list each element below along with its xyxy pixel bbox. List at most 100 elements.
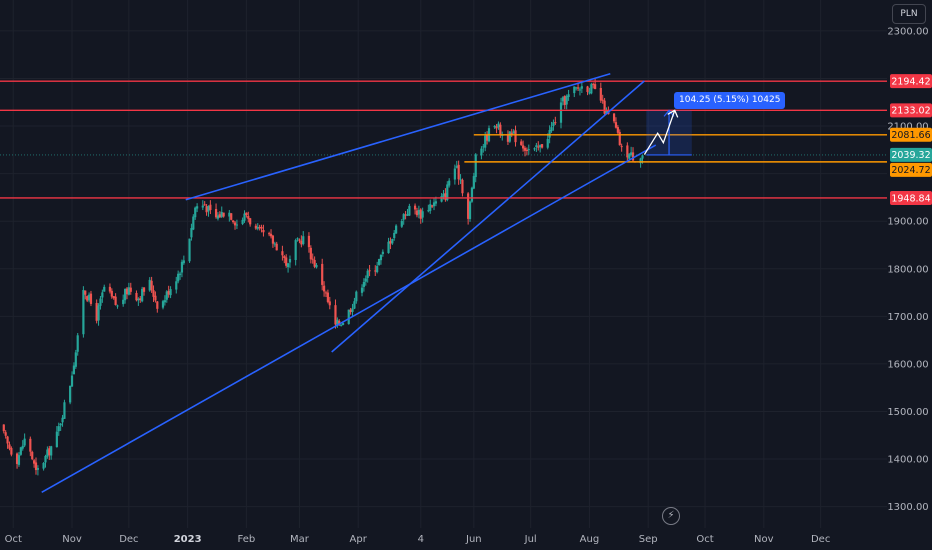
candle-body: [58, 426, 60, 431]
candle-body: [29, 439, 31, 452]
candle-body: [315, 265, 317, 267]
candle-body: [196, 206, 198, 208]
candle-body: [276, 244, 278, 251]
candle-body: [209, 205, 211, 210]
candle-body: [594, 84, 596, 89]
candle-body: [401, 221, 403, 227]
candle-body: [380, 255, 382, 260]
candle-body: [619, 132, 621, 145]
candle-body: [126, 289, 128, 295]
candle-body: [116, 305, 118, 306]
lightning-bolt-icon[interactable]: ⚡: [662, 507, 680, 525]
candle-body: [188, 239, 190, 262]
x-tick-label: Dec: [811, 534, 830, 545]
candle-body: [484, 136, 486, 148]
candle-body: [522, 145, 524, 148]
candle-body: [513, 131, 515, 133]
candle-body: [90, 294, 92, 304]
candle-body: [418, 210, 420, 215]
candle-body: [99, 299, 101, 306]
candle-body: [302, 236, 304, 244]
candle-body: [97, 305, 99, 320]
x-tick-label: Nov: [754, 534, 774, 545]
candle-body: [152, 290, 154, 297]
candle-body: [459, 179, 461, 180]
candle-body: [3, 425, 5, 432]
candle-body: [340, 325, 342, 326]
candle-body: [219, 214, 221, 217]
candle-body: [342, 323, 344, 325]
candle-body: [247, 216, 249, 219]
x-tick-label: Sep: [639, 534, 658, 545]
candle-body: [393, 233, 395, 238]
candle-body: [539, 145, 541, 147]
candle-body: [287, 263, 289, 267]
candle-body: [151, 281, 153, 291]
candle-body: [442, 194, 444, 197]
candle-body: [602, 100, 604, 101]
candle-body: [177, 274, 179, 282]
candle-body: [130, 288, 132, 292]
candle-body: [469, 202, 471, 219]
candle-body: [314, 260, 316, 267]
candle-body: [378, 259, 380, 265]
candle-body: [128, 287, 130, 294]
candle-body: [613, 114, 615, 122]
candle-body: [272, 236, 274, 244]
candle-body: [42, 463, 44, 469]
candle-body: [154, 296, 156, 301]
trendline: [42, 145, 656, 492]
candle-body: [259, 227, 261, 228]
candle-body: [427, 210, 429, 211]
candle-body: [535, 145, 537, 147]
candle-body: [50, 446, 52, 455]
candle-body: [194, 208, 196, 218]
candle-body: [143, 288, 145, 292]
candle-body: [33, 460, 35, 463]
candle-body: [310, 248, 312, 260]
candle-body: [363, 282, 365, 287]
x-tick-label: Dec: [119, 534, 138, 545]
candle-body: [71, 376, 73, 387]
candle-body: [86, 296, 88, 301]
price-badge-label: 2039.32: [891, 150, 930, 161]
x-tick-label: Oct: [696, 534, 713, 545]
candle-body: [69, 386, 71, 403]
candle-body: [416, 211, 418, 216]
candle-body: [281, 251, 283, 255]
candle-body: [391, 239, 393, 243]
candle-body: [16, 454, 18, 464]
candle-body: [567, 94, 569, 97]
candle-body: [255, 226, 257, 229]
y-tick-label: 1900.00: [887, 217, 928, 228]
candle-body: [433, 202, 435, 206]
candle-body: [236, 225, 238, 226]
candle-body: [241, 220, 243, 224]
candle-body: [260, 227, 262, 229]
candle-body: [257, 227, 259, 229]
candle-body: [461, 180, 463, 193]
candle-body: [475, 154, 477, 177]
candle-body: [361, 288, 363, 293]
candle-body: [202, 206, 204, 208]
candle-body: [617, 127, 619, 133]
candle-body: [389, 241, 391, 244]
price-badge-label: 2024.72: [891, 165, 930, 176]
candle-body: [6, 437, 8, 444]
price-badge-label: 2194.42: [891, 76, 930, 87]
candle-body: [374, 270, 376, 271]
candle-body: [473, 176, 475, 189]
currency-button[interactable]: PLN: [892, 4, 926, 24]
candle-body: [122, 300, 124, 304]
candle-body: [325, 292, 327, 293]
x-tick-label: Jul: [524, 534, 537, 545]
candle-body: [245, 213, 247, 215]
candle-body: [590, 84, 592, 93]
candle-body: [181, 262, 183, 273]
candle-body: [137, 299, 139, 301]
candle-body: [526, 150, 528, 151]
candle-body: [348, 310, 350, 324]
candle-body: [458, 165, 460, 179]
